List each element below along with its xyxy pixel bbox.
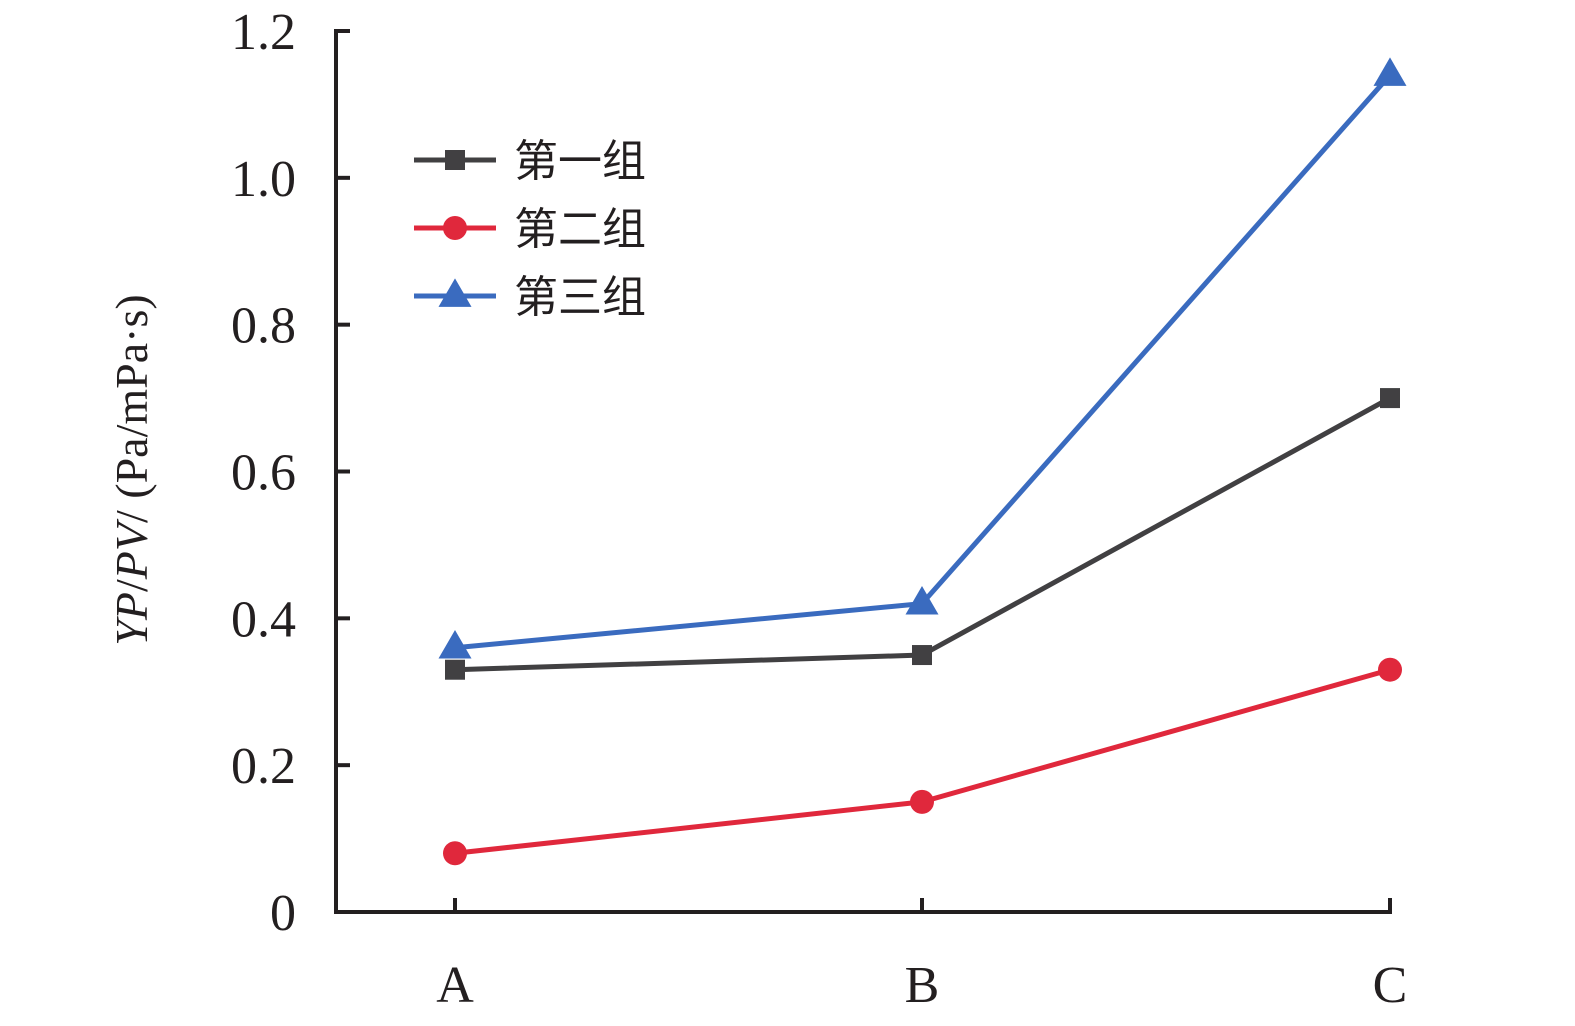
series-line: [454, 667, 1391, 856]
legend-label: 第二组: [514, 204, 646, 255]
x-tick-label: C: [1373, 957, 1408, 1014]
x-tick-label: A: [436, 957, 474, 1014]
y-tick-label: 0.2: [231, 738, 296, 795]
legend-label: 第三组: [514, 272, 646, 323]
legend-marker: [438, 278, 472, 307]
series-2: [443, 657, 1402, 866]
data-point: [1380, 388, 1400, 409]
y-axis-title-unit: / (Pa/mPa·s): [106, 294, 157, 523]
data-point: [443, 841, 467, 866]
y-axis-title: YP/PV/ (Pa/mPa·s): [106, 294, 157, 645]
y-tick-label: 1.0: [231, 151, 296, 208]
series-layer: [438, 57, 1407, 866]
legend-item: 第三组: [414, 272, 646, 323]
y-tick-label: 0.8: [231, 298, 296, 355]
legend-item: 第二组: [414, 204, 646, 255]
data-point: [1373, 57, 1407, 86]
data-point: [905, 585, 939, 615]
legend-marker: [443, 216, 467, 240]
y-axis-title-pv: PV: [106, 518, 157, 580]
data-point: [912, 645, 932, 666]
series-1: [445, 388, 1400, 680]
axes: 0 0.2 0.4 0.6 0.8 1.0 1.2 A B C: [231, 4, 1407, 1014]
series-3: [438, 57, 1407, 659]
y-axis-title-yp: YP: [106, 592, 157, 646]
y-tick-label: 0.4: [231, 591, 296, 648]
data-point: [910, 789, 934, 814]
data-point: [438, 630, 472, 659]
legend-marker: [445, 150, 465, 170]
data-point: [1378, 657, 1402, 682]
legend-item: 第一组: [414, 136, 646, 187]
y-tick-label: 0.6: [231, 445, 296, 502]
y-tick-label: 0: [270, 885, 296, 942]
data-point: [445, 659, 465, 680]
series-line: [454, 395, 1392, 673]
x-tick-label: B: [905, 957, 940, 1014]
legend-label: 第一组: [514, 136, 646, 187]
y-axis-title-sep: /: [106, 579, 157, 592]
y-tick-label: 1.2: [231, 4, 296, 61]
